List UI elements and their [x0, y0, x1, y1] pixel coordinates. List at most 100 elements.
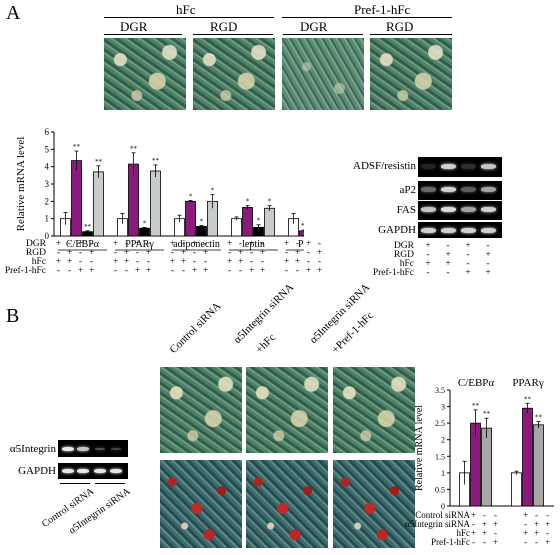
- y-tick-label-6: 6: [45, 127, 50, 137]
- table-sign: -: [56, 248, 61, 258]
- bar-0-1: [71, 160, 82, 237]
- table-sign: -: [192, 248, 197, 258]
- table-sign: +: [259, 266, 266, 276]
- table-sign: +: [533, 528, 540, 538]
- subheader-underline-3: [283, 34, 363, 35]
- table-sign: -: [535, 537, 538, 547]
- col-header-a5-hfc-text2: +hFc: [253, 331, 279, 356]
- micrograph-pref1-rgd: [370, 38, 452, 110]
- subheader-underline-4: [370, 34, 452, 35]
- table-sign: -: [249, 248, 254, 258]
- table-sign: +: [485, 250, 491, 260]
- table-sign: +: [445, 250, 451, 260]
- y-tick-label-3: 1.5: [435, 452, 445, 461]
- table-sign: +: [237, 248, 244, 258]
- sig-0-2: **: [84, 223, 92, 231]
- table-sign: -: [546, 510, 549, 520]
- band-b-gapdh-2: [77, 469, 89, 473]
- y-tick-label-0: 0: [45, 231, 50, 241]
- bar-3-1: [242, 207, 253, 237]
- sig-0-2: **: [483, 410, 491, 418]
- gel-a-gapdh: [418, 222, 502, 238]
- gel-a-band-3-0: [421, 228, 436, 233]
- table-sign: -: [146, 257, 151, 267]
- table-sign: +: [77, 266, 84, 276]
- table-sign: +: [169, 257, 176, 267]
- table-sign: -: [89, 257, 94, 267]
- table-sign: +: [445, 259, 451, 269]
- table-sign: -: [192, 257, 197, 267]
- category-label-2: adiponectin: [173, 239, 220, 250]
- table-sign: -: [535, 510, 538, 520]
- table-row-label-1: RGD: [393, 250, 414, 260]
- sig-4-1: **: [301, 222, 304, 230]
- table-sign: +: [169, 239, 176, 249]
- table-sign: +: [191, 266, 198, 276]
- gel-a-condition-table: DGR + - + - RGD - + - + hFc + + - - Pref-1-hFc - - + +: [340, 241, 510, 282]
- table-sign: -: [483, 537, 486, 547]
- table-sign: -: [203, 239, 208, 249]
- table-sign: +: [470, 528, 477, 538]
- gel-a-label-adsf: ADSF/resistin: [353, 160, 416, 172]
- gel-a-label-fas: FAS: [396, 204, 416, 216]
- sig-2-2: *: [200, 218, 204, 226]
- sig-0-1: **: [472, 402, 480, 410]
- bar-0-3: [93, 171, 104, 237]
- table-sign: -: [89, 239, 94, 249]
- table-sign: -: [295, 239, 300, 249]
- bar-0-2: [481, 427, 492, 507]
- micrograph-b-control-top: [160, 367, 242, 453]
- micrograph-b-control-bottom: [160, 460, 242, 548]
- table-sign: +: [544, 519, 551, 529]
- table-row-label-0: Control siRNA: [415, 510, 470, 520]
- table-sign: +: [123, 248, 130, 258]
- sig-0-3: **: [95, 158, 103, 166]
- micrograph-b-a5hfc-top: [246, 367, 328, 453]
- table-sign: -: [56, 266, 61, 276]
- table-sign: -: [472, 537, 475, 547]
- gel-a-band-2-1: [441, 207, 456, 212]
- col-header-control: Control siRNA: [168, 300, 236, 360]
- table-sign: +: [544, 537, 551, 547]
- sig-1-1: **: [130, 145, 138, 153]
- table-sign: -: [203, 257, 208, 267]
- gel-a-band-3-2: [461, 228, 476, 233]
- table-sign: -: [306, 257, 311, 267]
- y-tick-label-4: 4: [45, 162, 50, 172]
- subheader-underline-1: [104, 34, 182, 35]
- table-sign: -: [78, 257, 83, 267]
- gel-a-band-0-0: [421, 164, 436, 169]
- band-b-gapdh-1: [62, 469, 74, 473]
- y-tick-label-1: 1: [45, 214, 50, 224]
- gel-a-ap2: [418, 181, 502, 200]
- table-sign: -: [113, 248, 118, 258]
- table-sign: -: [260, 239, 265, 249]
- subheader-rgd-2: RGD: [386, 19, 414, 34]
- gel-a-band-1-2: [461, 187, 476, 192]
- table-sign: +: [226, 239, 233, 249]
- y-tick-label-1: 0.5: [435, 485, 445, 494]
- table-sign: -: [466, 259, 470, 269]
- table-sign: +: [316, 266, 323, 276]
- category-label-0: C/EBPα: [66, 239, 100, 250]
- table-sign: +: [522, 510, 529, 520]
- y-tick-label-2: 1: [441, 469, 445, 478]
- table-sign: -: [317, 239, 322, 249]
- y-tick-label-0: 0: [441, 502, 445, 511]
- category-label-1: PPARγ: [512, 378, 544, 389]
- y-tick-label-7: 3.5: [435, 386, 445, 395]
- subheader-dgr-1: DGR: [120, 19, 148, 34]
- gel-a-band-1-1: [441, 187, 456, 192]
- table-sign: -: [146, 239, 151, 249]
- band-b-a5-3: [95, 448, 105, 450]
- table-row-label-1: RGD: [25, 248, 46, 258]
- col-header-a5-hfc: α5Integrin siRNA +hFc: [232, 281, 310, 360]
- bar-2-2: [196, 226, 207, 237]
- sig-1-3: **: [152, 157, 160, 165]
- gel-b-label-gapdh: GAPDH: [18, 465, 56, 477]
- header-underline-pref1: [282, 17, 452, 18]
- table-sign: +: [134, 239, 141, 249]
- table-sign: -: [472, 519, 475, 529]
- table-sign: +: [134, 266, 141, 276]
- category-label-4: Pref-1: [298, 239, 304, 250]
